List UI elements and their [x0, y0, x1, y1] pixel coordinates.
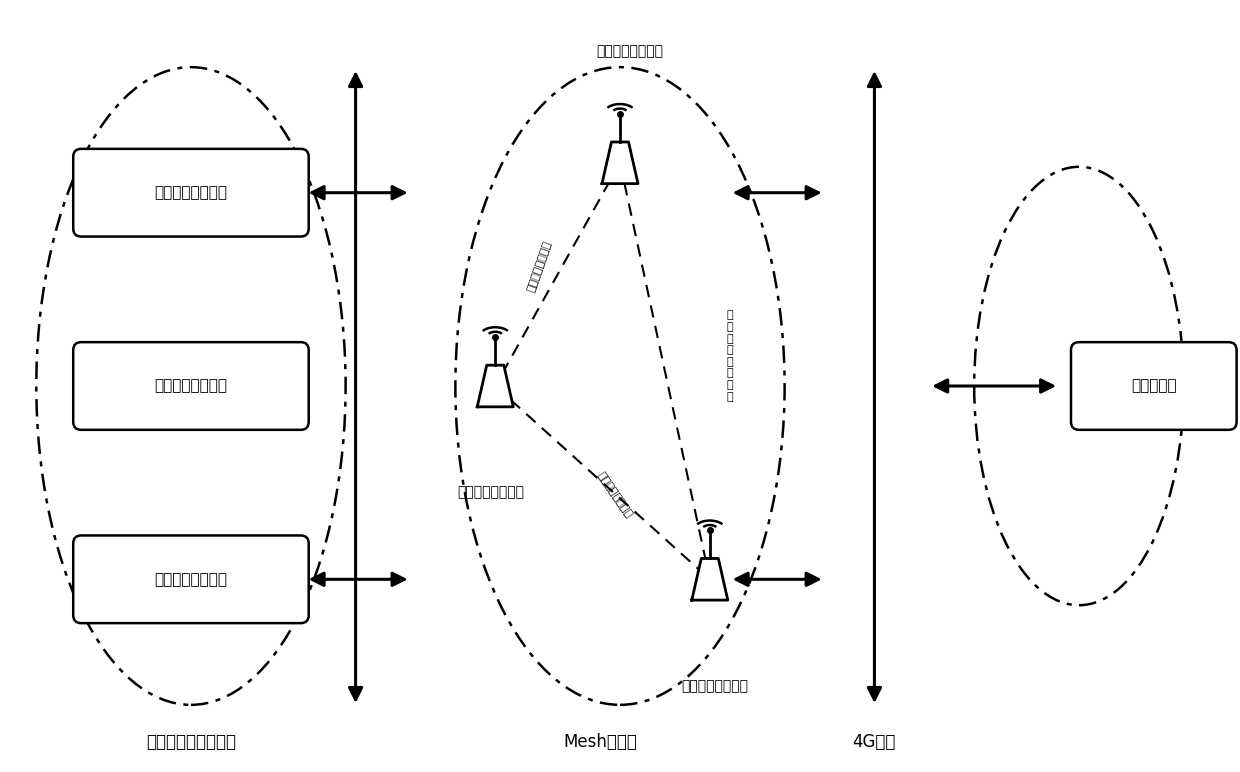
Text: 低功耗广域网技术: 低功耗广域网技术 — [526, 240, 553, 293]
FancyBboxPatch shape — [73, 342, 309, 430]
Text: 低功耗广域网技术: 低功耗广域网技术 — [595, 470, 634, 520]
FancyBboxPatch shape — [73, 536, 309, 623]
FancyBboxPatch shape — [1071, 342, 1236, 430]
Text: 低功耗广域网基站: 低功耗广域网基站 — [596, 44, 663, 58]
Polygon shape — [601, 142, 639, 184]
Text: 低功耗广域网基站: 低功耗广域网基站 — [681, 679, 748, 693]
Text: 低功耗广域网接入网: 低功耗广域网接入网 — [146, 733, 236, 750]
Text: 4G网络: 4G网络 — [853, 733, 897, 750]
Text: 低功耗广域网终端: 低功耗广域网终端 — [155, 572, 227, 587]
Text: 低
功
耗
广
域
网
技
术: 低 功 耗 广 域 网 技 术 — [727, 310, 733, 401]
Text: Mesh回传网: Mesh回传网 — [563, 733, 637, 750]
Polygon shape — [692, 558, 728, 600]
Text: 低功耗广域网终端: 低功耗广域网终端 — [155, 378, 227, 394]
Text: 业务服务器: 业务服务器 — [1131, 378, 1177, 394]
FancyBboxPatch shape — [73, 149, 309, 236]
Text: 低功耗广域网基站: 低功耗广域网基站 — [456, 486, 523, 499]
Polygon shape — [477, 365, 513, 407]
Text: 低功耗广域网终端: 低功耗广域网终端 — [155, 185, 227, 200]
